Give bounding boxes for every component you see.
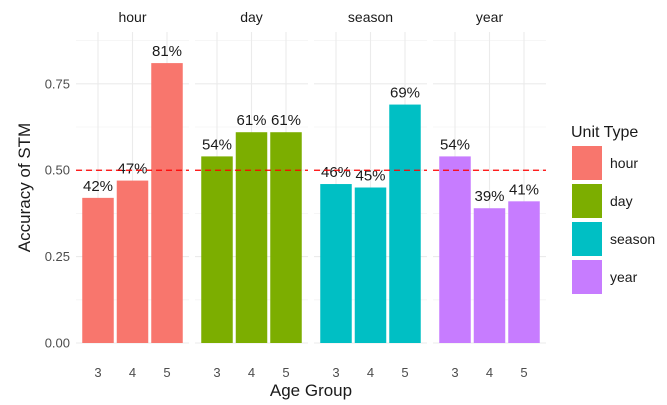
bar-value-label: 54%: [440, 136, 470, 153]
y-axis-title: Accuracy of STM: [15, 123, 34, 252]
x-tick-label: 5: [401, 365, 408, 380]
x-tick-label: 5: [282, 365, 289, 380]
bar-value-label: 42%: [83, 178, 113, 195]
bar-value-label: 46%: [321, 164, 351, 181]
bar-day-4: [235, 132, 268, 343]
bar-year-4: [473, 208, 506, 343]
legend-key-day: [572, 184, 602, 218]
bar-season-3: [320, 184, 352, 343]
x-tick-label: 5: [520, 365, 527, 380]
facet-panel-season: season 46% 3 45% 4 69% 5: [314, 9, 427, 380]
facet-panel-hour: hour 42% 3 47% 4 81% 5: [76, 9, 189, 380]
x-tick-label: 3: [213, 365, 220, 380]
bar-value-label: 41%: [509, 181, 539, 198]
bar-hour-4: [116, 180, 149, 343]
legend: Unit Type hour day season year: [571, 124, 655, 294]
facet-strip-label: day: [240, 9, 263, 25]
facet-strip-label: year: [476, 9, 504, 25]
legend-title: Unit Type: [571, 124, 638, 141]
bar-value-label: 61%: [236, 112, 266, 129]
legend-label: year: [610, 269, 638, 285]
facet-panels: hour 42% 3 47% 4 81% 5 day 54% 3 61% 4 61% 5 season 46%…: [76, 9, 546, 380]
y-tick-label: 0.00: [45, 336, 70, 351]
bar-value-label: 39%: [474, 188, 504, 205]
x-tick-label: 3: [451, 365, 458, 380]
bar-season-5: [389, 104, 421, 343]
x-tick-label: 4: [367, 365, 374, 380]
bar-value-label: 54%: [202, 136, 232, 153]
bar-hour-3: [82, 197, 114, 343]
y-tick-label: 0.75: [45, 76, 70, 91]
x-tick-label: 4: [486, 365, 493, 380]
bar-value-label: 45%: [355, 168, 385, 185]
legend-key-year: [572, 260, 602, 294]
legend-key-hour: [572, 146, 602, 180]
bar-year-5: [508, 201, 540, 343]
facet-panel-day: day 54% 3 61% 4 61% 5: [195, 9, 308, 380]
x-tick-label: 3: [94, 365, 101, 380]
axes: 0.00 0.25 0.50 0.75 Age Group Accuracy of STM: [15, 76, 352, 400]
bar-day-3: [201, 156, 233, 343]
facet-panel-year: year 54% 3 39% 4 41% 5: [433, 9, 546, 380]
bar-day-5: [270, 132, 302, 343]
bar-hour-5: [151, 63, 183, 343]
bar-value-label: 61%: [271, 112, 301, 129]
x-axis-title: Age Group: [270, 381, 352, 400]
y-tick-label: 0.25: [45, 249, 70, 264]
legend-label: season: [610, 231, 655, 247]
x-tick-label: 3: [332, 365, 339, 380]
legend-key-season: [572, 222, 602, 256]
bar-value-label: 81%: [152, 43, 182, 60]
legend-label: hour: [610, 155, 638, 171]
y-tick-label: 0.50: [45, 163, 70, 178]
x-tick-label: 5: [163, 365, 170, 380]
bar-season-4: [354, 187, 387, 343]
bar-year-3: [439, 156, 471, 343]
facet-strip-label: season: [348, 9, 393, 25]
x-tick-label: 4: [129, 365, 136, 380]
legend-label: day: [610, 193, 633, 209]
bar-value-label: 69%: [390, 85, 420, 102]
facet-strip-label: hour: [118, 9, 146, 25]
bar-value-label: 47%: [117, 161, 147, 178]
x-tick-label: 4: [248, 365, 255, 380]
